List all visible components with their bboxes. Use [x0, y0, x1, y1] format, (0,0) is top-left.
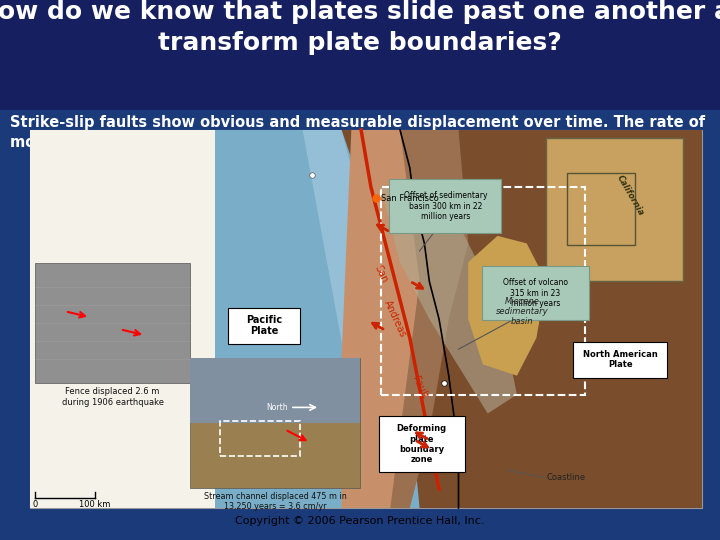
Text: Fence displaced 2.6 m
during 1906 earthquake: Fence displaced 2.6 m during 1906 earthq… [61, 387, 163, 407]
Text: Offset of volcano
315 km in 23
million years: Offset of volcano 315 km in 23 million y… [503, 278, 568, 308]
Text: Deforming
plate
boundary
zone: Deforming plate boundary zone [397, 424, 446, 464]
Text: Offset of sedimentary
basin 300 km in 22
million years: Offset of sedimentary basin 300 km in 22… [404, 191, 487, 221]
Text: Coastline: Coastline [546, 473, 585, 482]
Text: Stream channel displaced 475 m in
13,250 years = 3.6 cm/yr: Stream channel displaced 475 m in 13,250… [204, 492, 346, 511]
FancyBboxPatch shape [190, 358, 360, 488]
FancyBboxPatch shape [482, 266, 589, 320]
Polygon shape [468, 236, 546, 376]
FancyBboxPatch shape [390, 179, 501, 233]
Text: Miocene
sedimentary
basin: Miocene sedimentary basin [495, 296, 548, 326]
FancyBboxPatch shape [573, 342, 667, 377]
Text: Andreas: Andreas [382, 299, 408, 339]
Text: North American
Plate: North American Plate [583, 350, 658, 369]
Text: How do we know that plates slide past one another at
transform plate boundaries?: How do we know that plates slide past on… [0, 0, 720, 55]
FancyBboxPatch shape [379, 416, 464, 472]
Text: Strike-slip faults show obvious and measurable displacement over time. The rate : Strike-slip faults show obvious and meas… [10, 115, 705, 150]
Polygon shape [341, 130, 420, 508]
FancyBboxPatch shape [546, 138, 683, 281]
Text: San Francisco: San Francisco [381, 193, 438, 202]
Polygon shape [215, 130, 420, 508]
Text: Pacific
Plate: Pacific Plate [246, 315, 282, 336]
FancyBboxPatch shape [35, 264, 190, 383]
FancyBboxPatch shape [190, 358, 360, 423]
Polygon shape [351, 130, 468, 508]
Text: North: North [266, 403, 288, 412]
Text: San: San [372, 263, 389, 284]
FancyBboxPatch shape [215, 130, 702, 508]
FancyBboxPatch shape [30, 130, 702, 508]
FancyBboxPatch shape [30, 130, 215, 508]
FancyBboxPatch shape [228, 308, 300, 343]
Bar [381, 187, 585, 395]
Text: California: California [616, 173, 646, 217]
Bar [567, 173, 635, 245]
Polygon shape [302, 130, 385, 395]
Bar [220, 421, 300, 456]
Text: Fault: Fault [410, 374, 429, 400]
Polygon shape [381, 187, 517, 414]
Text: Copyright © 2006 Pearson Prentice Hall, Inc.: Copyright © 2006 Pearson Prentice Hall, … [235, 516, 485, 526]
Text: 0: 0 [32, 500, 37, 509]
FancyBboxPatch shape [0, 0, 720, 110]
Text: 100 km: 100 km [79, 500, 111, 509]
